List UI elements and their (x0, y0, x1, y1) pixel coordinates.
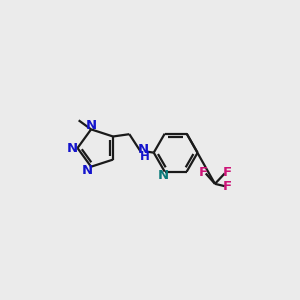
Text: H: H (140, 150, 149, 163)
Text: N: N (138, 143, 149, 156)
Text: N: N (85, 119, 97, 132)
Text: F: F (199, 166, 208, 179)
Text: F: F (222, 166, 232, 179)
Text: N: N (158, 169, 169, 182)
Text: N: N (81, 164, 92, 177)
Text: N: N (67, 142, 78, 154)
Text: F: F (222, 180, 232, 193)
